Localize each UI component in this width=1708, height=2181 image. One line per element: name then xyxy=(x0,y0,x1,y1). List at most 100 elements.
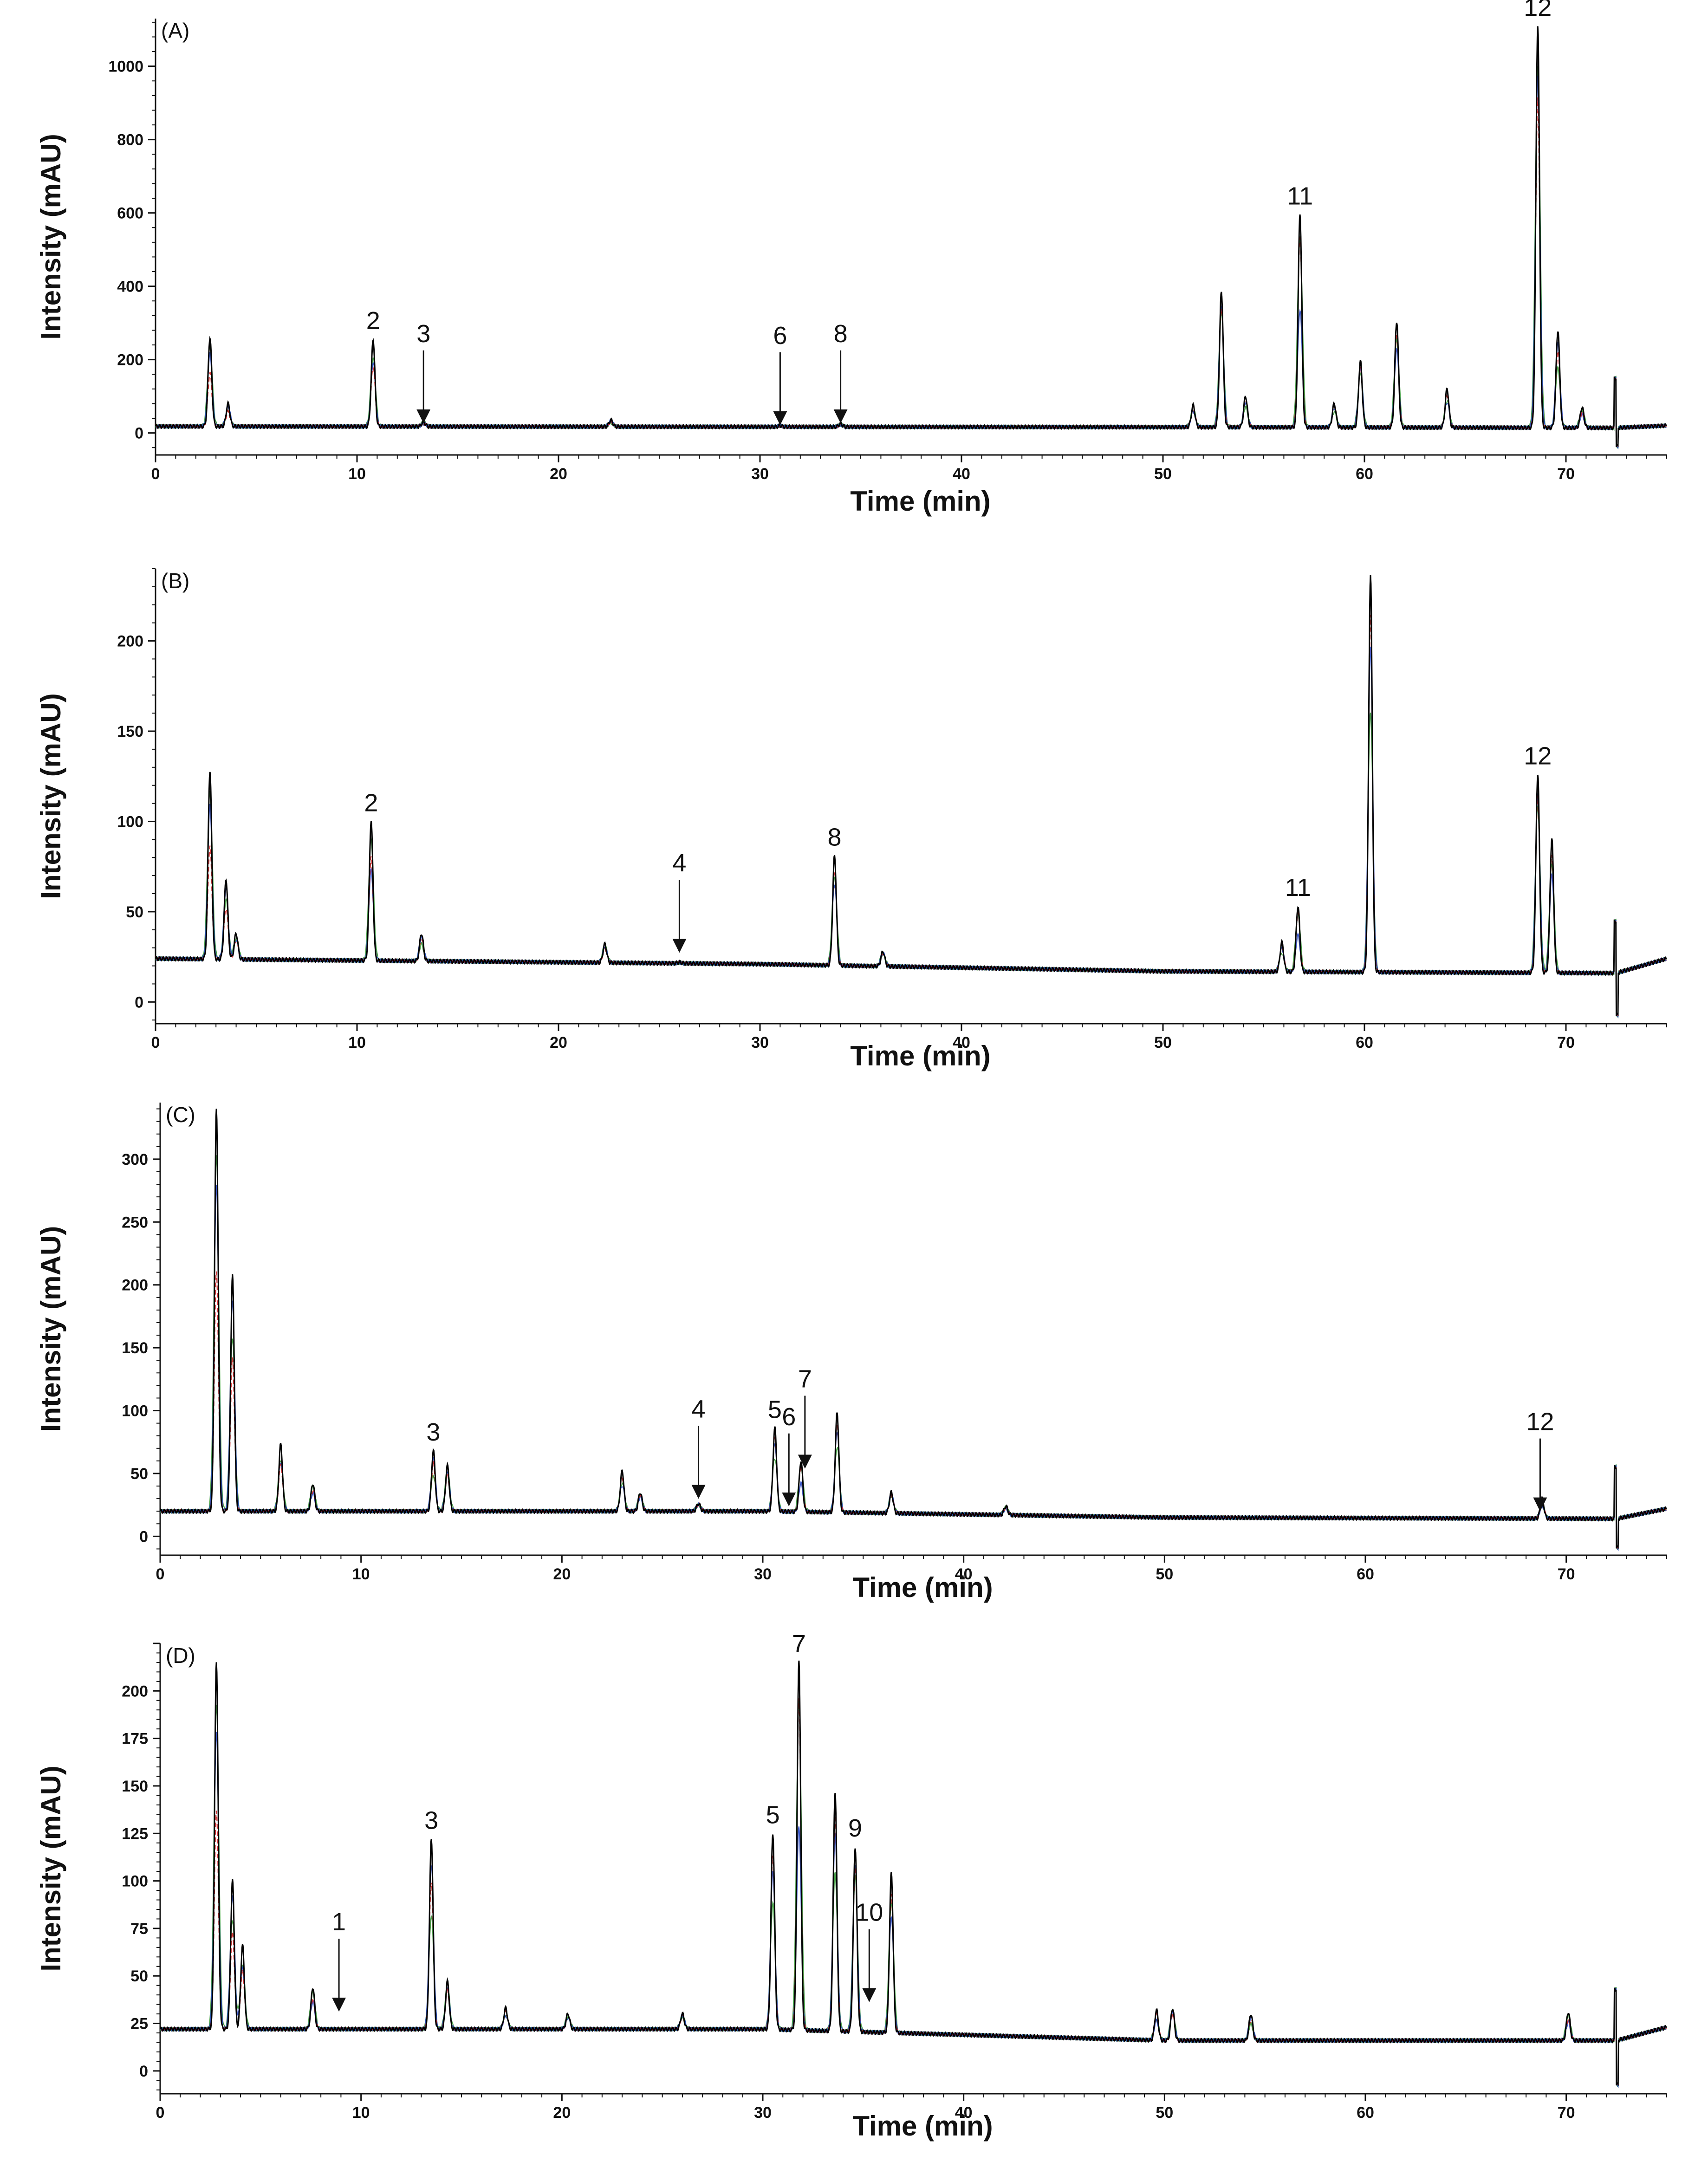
y-tick-label: 75 xyxy=(130,1920,148,1938)
panel-label: (C) xyxy=(166,1103,195,1127)
y-tick-label: 200 xyxy=(117,351,143,369)
x-tick-label: 0 xyxy=(156,1565,165,1583)
x-tick-label: 40 xyxy=(955,1565,973,1583)
x-axis-title: Time (min) xyxy=(850,1040,990,1071)
x-tick-label: 30 xyxy=(754,2104,772,2122)
peak-label: 4 xyxy=(692,1396,706,1423)
peak-label: 9 xyxy=(848,1814,862,1842)
trace-line xyxy=(155,646,1667,1019)
peak-label: 6 xyxy=(782,1403,796,1431)
x-tick-label: 70 xyxy=(1558,1565,1575,1583)
trace-line xyxy=(159,1155,1667,1551)
panel-label: (D) xyxy=(166,1643,195,1668)
x-axis-title: Time (min) xyxy=(852,1572,993,1603)
peak-label: 8 xyxy=(828,823,842,851)
x-tick-label: 10 xyxy=(352,2104,370,2122)
y-tick-label: 175 xyxy=(122,1730,148,1748)
peak-label: 3 xyxy=(424,1807,438,1835)
y-tick-label: 250 xyxy=(122,1214,148,1231)
peak-label: 8 xyxy=(834,320,848,348)
x-tick-label: 10 xyxy=(352,1565,370,1583)
y-axis-title: Intensity (mAU) xyxy=(35,693,66,899)
peak-label: 3 xyxy=(416,320,430,348)
trace-line xyxy=(155,97,1667,448)
x-tick-label: 50 xyxy=(1156,2104,1173,2122)
trace-line xyxy=(155,75,1667,450)
peak-label: 5 xyxy=(766,1801,780,1829)
y-tick-label: 300 xyxy=(122,1151,148,1168)
x-tick-label: 50 xyxy=(1156,1565,1173,1583)
trace-line xyxy=(160,1271,1667,1549)
y-tick-label: 0 xyxy=(139,1528,148,1545)
x-tick-label: 0 xyxy=(156,2104,165,2122)
trace-line xyxy=(155,26,1667,448)
trace-line xyxy=(155,615,1667,1016)
peak-label: 6 xyxy=(773,322,787,350)
y-tick-label: 100 xyxy=(122,1402,148,1420)
x-tick-label: 60 xyxy=(1357,2104,1374,2122)
peak-label: 11 xyxy=(1287,182,1313,210)
y-tick-label: 50 xyxy=(126,903,143,921)
y-tick-label: 25 xyxy=(130,2015,148,2033)
peak-label: 2 xyxy=(366,307,380,335)
x-tick-label: 0 xyxy=(151,1034,160,1052)
chart-panel-a: (A) 0 10 20 30 40 50 60 70 0 200 400 600 800 1000 Time … xyxy=(35,0,1667,517)
peak-label: 10 xyxy=(855,1899,883,1927)
y-tick-label: 50 xyxy=(130,1967,148,1985)
trace-line xyxy=(159,1732,1667,2089)
y-tick-label: 0 xyxy=(135,993,143,1011)
y-tick-label: 200 xyxy=(122,1277,148,1294)
x-tick-label: 70 xyxy=(1558,2104,1575,2122)
x-tick-label: 70 xyxy=(1557,1034,1575,1052)
panel-label: (A) xyxy=(161,19,189,43)
x-tick-label: 40 xyxy=(955,2104,973,2122)
chart-panel-d: (D)0 10 20 30 40 50 60 700255075100125150175200… xyxy=(35,1630,1667,2142)
y-tick-label: 0 xyxy=(135,425,143,442)
peak-label: 12 xyxy=(1524,742,1552,770)
y-tick-label: 800 xyxy=(117,131,143,149)
y-axis-title: Intensity (mAU) xyxy=(35,1226,66,1432)
x-tick-label: 30 xyxy=(754,1565,772,1583)
trace-line xyxy=(159,1661,1667,2086)
peak-label: 7 xyxy=(792,1630,806,1658)
x-tick-label: 50 xyxy=(1154,465,1172,483)
trace-line xyxy=(159,1185,1667,1551)
x-tick-label: 20 xyxy=(553,2104,571,2122)
x-tick-label: 50 xyxy=(1154,1034,1172,1052)
x-tick-label: 10 xyxy=(348,1034,366,1052)
x-axis-title: Time (min) xyxy=(852,2110,993,2142)
x-tick-label: 20 xyxy=(550,1034,567,1052)
peak-label: 7 xyxy=(798,1365,812,1393)
peak-label: 5 xyxy=(768,1396,782,1423)
x-tick-label: 40 xyxy=(953,465,970,483)
panel-label: (B) xyxy=(161,569,189,593)
peak-label: 4 xyxy=(672,849,686,877)
trace-line xyxy=(155,66,1667,449)
x-axis-title: Time (min) xyxy=(850,486,990,517)
y-axis-title: Intensity (mAU) xyxy=(35,1766,66,1971)
y-tick-label: 0 xyxy=(139,2063,148,2080)
y-tick-label: 100 xyxy=(117,813,143,831)
x-tick-label: 60 xyxy=(1357,1565,1374,1583)
x-tick-label: 10 xyxy=(348,465,366,483)
x-tick-label: 30 xyxy=(751,465,769,483)
y-tick-label: 150 xyxy=(122,1339,148,1357)
y-tick-label: 600 xyxy=(117,205,143,222)
chart-panel-c: (C) 0 10 20 30 40 50 60 70 0 50 100 150 200 250 300 Time… xyxy=(35,1103,1667,1603)
y-axis-title: Intensity (mAU) xyxy=(35,134,66,339)
peak-label: 3 xyxy=(426,1418,440,1446)
x-tick-label: 60 xyxy=(1356,465,1373,483)
y-tick-label: 125 xyxy=(122,1825,148,1843)
x-tick-label: 30 xyxy=(751,1034,769,1052)
x-tick-label: 60 xyxy=(1356,1034,1373,1052)
chart-panel-b: (B) 0 10 20 30 40 50 60 70 0 50 100 150 200 Time (min)… xyxy=(35,568,1667,1071)
x-tick-label: 20 xyxy=(553,1565,571,1583)
y-tick-label: 150 xyxy=(122,1778,148,1795)
y-tick-label: 100 xyxy=(122,1873,148,1890)
peak-label: 12 xyxy=(1526,1408,1554,1436)
peak-label: 2 xyxy=(364,789,378,817)
y-tick-label: 1000 xyxy=(108,58,143,76)
trace-line xyxy=(159,1109,1667,1549)
y-tick-label: 50 xyxy=(130,1465,148,1483)
